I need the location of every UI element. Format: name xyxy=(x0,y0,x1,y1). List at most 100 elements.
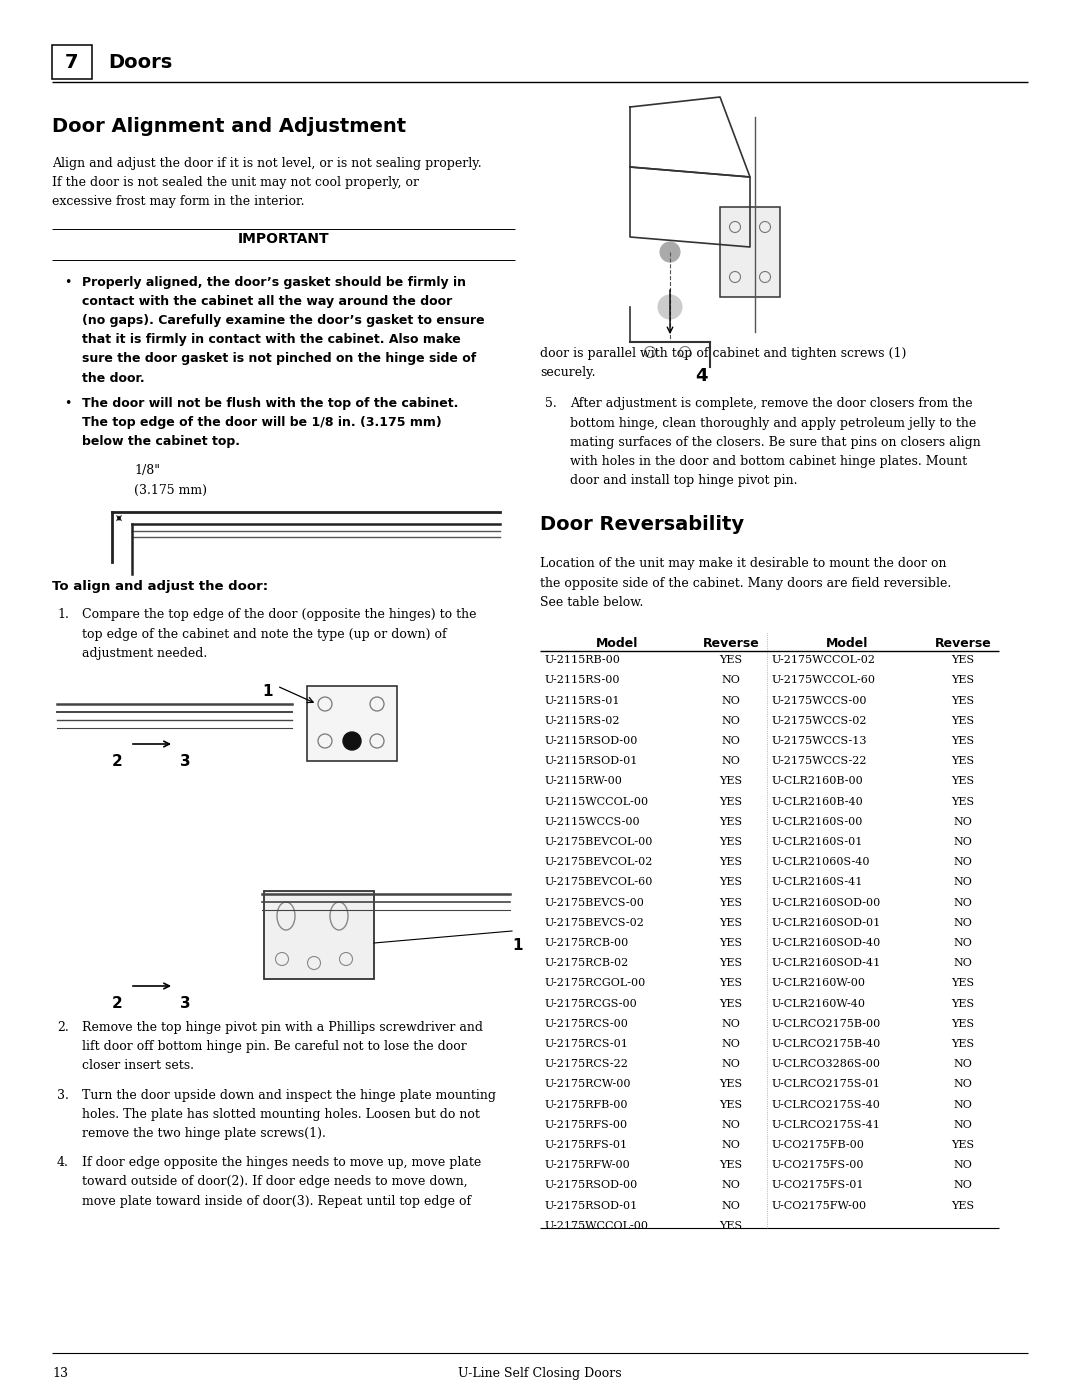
Text: bottom hinge, clean thoroughly and apply petroleum jelly to the: bottom hinge, clean thoroughly and apply… xyxy=(570,416,976,430)
Text: NO: NO xyxy=(721,756,741,766)
Text: NO: NO xyxy=(954,1099,972,1109)
Text: YES: YES xyxy=(719,1160,743,1171)
Text: U-Line Self Closing Doors: U-Line Self Closing Doors xyxy=(458,1368,622,1380)
Text: U-CLR2160W-40: U-CLR2160W-40 xyxy=(772,999,866,1009)
Text: Reverse: Reverse xyxy=(934,637,991,650)
Text: U-2115RS-02: U-2115RS-02 xyxy=(545,715,621,726)
Text: U-2175RFB-00: U-2175RFB-00 xyxy=(545,1099,629,1109)
Text: NO: NO xyxy=(954,918,972,928)
Text: the opposite side of the cabinet. Many doors are field reversible.: the opposite side of the cabinet. Many d… xyxy=(540,577,951,590)
Text: U-2175RCGOL-00: U-2175RCGOL-00 xyxy=(545,978,646,989)
Text: U-CLRCO2175B-00: U-CLRCO2175B-00 xyxy=(772,1018,881,1028)
Text: YES: YES xyxy=(719,877,743,887)
Text: 1: 1 xyxy=(512,937,523,953)
Text: YES: YES xyxy=(719,655,743,665)
Text: 1: 1 xyxy=(262,685,272,698)
Text: door and install top hinge pivot pin.: door and install top hinge pivot pin. xyxy=(570,474,797,488)
Text: U-2115RB-00: U-2115RB-00 xyxy=(545,655,621,665)
Text: YES: YES xyxy=(719,958,743,968)
Text: NO: NO xyxy=(954,958,972,968)
Text: NO: NO xyxy=(721,1039,741,1049)
Text: YES: YES xyxy=(951,736,974,746)
Text: NO: NO xyxy=(954,817,972,827)
Text: The top edge of the door will be 1/8 in. (3.175 mm): The top edge of the door will be 1/8 in.… xyxy=(82,416,442,429)
Text: NO: NO xyxy=(721,1120,741,1130)
Text: Properly aligned, the door’s gasket should be firmly in: Properly aligned, the door’s gasket shou… xyxy=(82,275,465,289)
Text: U-2175RCS-22: U-2175RCS-22 xyxy=(545,1059,629,1069)
Text: NO: NO xyxy=(721,1059,741,1069)
Text: After adjustment is complete, remove the door closers from the: After adjustment is complete, remove the… xyxy=(570,397,973,411)
Text: U-CLR2160SOD-40: U-CLR2160SOD-40 xyxy=(772,937,881,949)
Text: NO: NO xyxy=(954,937,972,949)
Text: U-2175WCCS-13: U-2175WCCS-13 xyxy=(772,736,867,746)
Text: 3.: 3. xyxy=(57,1088,69,1102)
Text: sure the door gasket is not pinched on the hinge side of: sure the door gasket is not pinched on t… xyxy=(82,352,476,366)
Text: U-2175RSOD-01: U-2175RSOD-01 xyxy=(545,1200,638,1211)
Text: U-2115RSOD-01: U-2115RSOD-01 xyxy=(545,756,638,766)
Text: U-2175WCCOL-02: U-2175WCCOL-02 xyxy=(772,655,876,665)
Circle shape xyxy=(658,295,681,319)
Text: The door will not be flush with the top of the cabinet.: The door will not be flush with the top … xyxy=(82,397,458,409)
Text: U-CLR2160W-00: U-CLR2160W-00 xyxy=(772,978,866,989)
Circle shape xyxy=(660,242,680,263)
Text: •: • xyxy=(64,397,71,409)
Text: U-CLR2160B-00: U-CLR2160B-00 xyxy=(772,777,864,787)
Text: Compare the top edge of the door (opposite the hinges) to the: Compare the top edge of the door (opposi… xyxy=(82,609,476,622)
Text: U-CO2175FS-00: U-CO2175FS-00 xyxy=(772,1160,864,1171)
Text: YES: YES xyxy=(719,858,743,868)
Text: YES: YES xyxy=(951,675,974,686)
Text: U-CLR2160S-41: U-CLR2160S-41 xyxy=(772,877,863,887)
Text: adjustment needed.: adjustment needed. xyxy=(82,647,207,659)
Text: YES: YES xyxy=(951,1039,974,1049)
Text: NO: NO xyxy=(954,898,972,908)
Text: Model: Model xyxy=(596,637,638,650)
Text: U-2175RCS-01: U-2175RCS-01 xyxy=(545,1039,629,1049)
Text: YES: YES xyxy=(719,918,743,928)
Text: YES: YES xyxy=(951,796,974,806)
Text: NO: NO xyxy=(721,1018,741,1028)
Text: See table below.: See table below. xyxy=(540,595,644,609)
Text: U-2175RFW-00: U-2175RFW-00 xyxy=(545,1160,631,1171)
Text: U-2175WCCOL-60: U-2175WCCOL-60 xyxy=(772,675,876,686)
Text: U-CLRCO2175S-40: U-CLRCO2175S-40 xyxy=(772,1099,881,1109)
Text: U-2175RCS-00: U-2175RCS-00 xyxy=(545,1018,629,1028)
Circle shape xyxy=(343,732,361,750)
Text: Model: Model xyxy=(826,637,868,650)
Text: 2: 2 xyxy=(112,754,123,768)
Text: YES: YES xyxy=(719,937,743,949)
Text: move plate toward inside of door(3). Repeat until top edge of: move plate toward inside of door(3). Rep… xyxy=(82,1194,471,1207)
Text: the door.: the door. xyxy=(82,372,145,384)
Text: top edge of the cabinet and note the type (up or down) of: top edge of the cabinet and note the typ… xyxy=(82,627,447,641)
Text: YES: YES xyxy=(951,999,974,1009)
Text: U-2115WCCOL-00: U-2115WCCOL-00 xyxy=(545,796,649,806)
Text: Location of the unit may make it desirable to mount the door on: Location of the unit may make it desirab… xyxy=(540,557,946,570)
Text: NO: NO xyxy=(954,1160,972,1171)
Text: 3: 3 xyxy=(180,754,191,768)
Text: NO: NO xyxy=(721,1200,741,1211)
Bar xyxy=(52,45,92,80)
Text: YES: YES xyxy=(719,796,743,806)
Text: U-2175RCW-00: U-2175RCW-00 xyxy=(545,1080,632,1090)
Text: U-CLR2160S-01: U-CLR2160S-01 xyxy=(772,837,863,847)
Text: U-CLRCO3286S-00: U-CLRCO3286S-00 xyxy=(772,1059,881,1069)
Text: •: • xyxy=(64,275,71,289)
Text: remove the two hinge plate screws(1).: remove the two hinge plate screws(1). xyxy=(82,1127,326,1140)
Text: NO: NO xyxy=(954,1080,972,1090)
Text: YES: YES xyxy=(719,837,743,847)
Text: Remove the top hinge pivot pin with a Phillips screwdriver and: Remove the top hinge pivot pin with a Ph… xyxy=(82,1021,483,1034)
Text: NO: NO xyxy=(954,858,972,868)
Text: YES: YES xyxy=(951,756,974,766)
Text: YES: YES xyxy=(719,1221,743,1231)
Text: U-2175WCCOL-00: U-2175WCCOL-00 xyxy=(545,1221,649,1231)
Text: YES: YES xyxy=(719,777,743,787)
Text: U-CLRCO2175B-40: U-CLRCO2175B-40 xyxy=(772,1039,881,1049)
Text: (no gaps). Carefully examine the door’s gasket to ensure: (no gaps). Carefully examine the door’s … xyxy=(82,314,485,327)
Text: 2: 2 xyxy=(112,996,123,1011)
Text: 3: 3 xyxy=(180,996,191,1011)
Text: NO: NO xyxy=(721,736,741,746)
Text: U-CO2175FW-00: U-CO2175FW-00 xyxy=(772,1200,867,1211)
Text: Turn the door upside down and inspect the hinge plate mounting: Turn the door upside down and inspect th… xyxy=(82,1088,496,1102)
Bar xyxy=(720,207,780,298)
Text: U-2115RS-01: U-2115RS-01 xyxy=(545,696,621,705)
Text: NO: NO xyxy=(721,1140,741,1150)
